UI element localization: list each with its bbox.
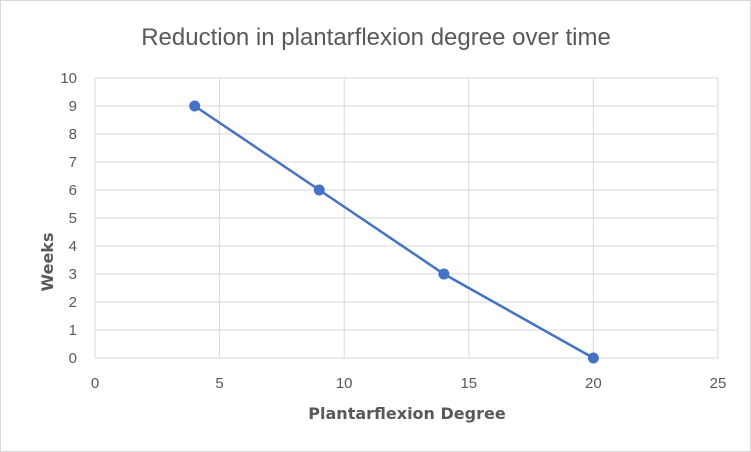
x-tick-label: 20 — [585, 375, 602, 392]
chart-title: Reduction in plantarflexion degree over … — [141, 24, 611, 51]
y-tick-label: 2 — [69, 294, 77, 311]
y-tick-label: 5 — [69, 210, 77, 227]
y-tick-label: 7 — [69, 154, 77, 171]
x-tick-labels: 0 5 10 15 20 25 — [91, 375, 727, 392]
series-group — [189, 100, 599, 364]
x-axis-title: Plantarflexion Degree — [308, 404, 506, 423]
y-tick-label: 4 — [69, 238, 77, 255]
y-tick-label: 6 — [69, 182, 77, 199]
y-axis-title: Weeks — [38, 233, 57, 292]
x-tick-label: 5 — [215, 375, 223, 392]
y-tick-label: 1 — [69, 322, 77, 339]
y-tick-label: 3 — [69, 266, 77, 283]
x-tick-label: 15 — [460, 375, 477, 392]
y-tick-label: 9 — [69, 98, 77, 115]
y-tick-label: 10 — [60, 70, 77, 87]
x-tick-label: 0 — [91, 375, 99, 392]
x-tick-label: 25 — [710, 375, 727, 392]
gridlines — [94, 77, 719, 359]
series-line — [193, 104, 595, 360]
data-point — [587, 352, 599, 364]
data-point — [313, 184, 325, 196]
y-tick-labels: 0 1 2 3 4 5 6 7 8 9 10 — [60, 70, 77, 367]
data-point — [438, 268, 450, 280]
y-tick-label: 0 — [69, 350, 77, 367]
y-tick-label: 8 — [69, 126, 77, 143]
data-point — [189, 100, 201, 112]
x-tick-label: 10 — [336, 375, 353, 392]
